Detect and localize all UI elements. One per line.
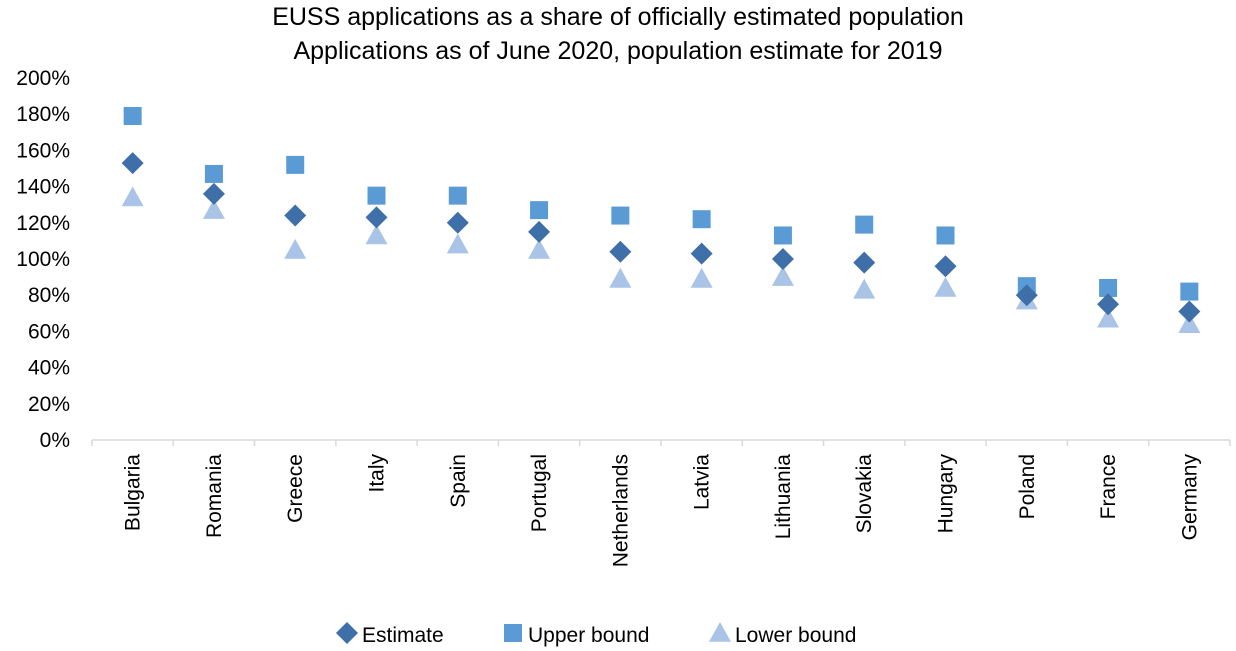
x-tick-label: Romania bbox=[203, 454, 226, 538]
data-point bbox=[611, 206, 630, 225]
legend-marker bbox=[709, 622, 731, 642]
data-point bbox=[1178, 313, 1201, 333]
data-point bbox=[690, 242, 713, 265]
data-point bbox=[692, 210, 711, 229]
x-tick-label: France bbox=[1097, 454, 1120, 519]
data-point bbox=[1099, 278, 1118, 297]
data-point bbox=[934, 255, 957, 278]
data-point bbox=[936, 226, 955, 245]
data-point bbox=[365, 224, 388, 245]
chart-subtitle: Applications as of June 2020, population… bbox=[293, 37, 942, 65]
data-point bbox=[284, 238, 307, 259]
data-point bbox=[771, 248, 794, 270]
data-point bbox=[853, 251, 876, 274]
data-point bbox=[121, 186, 144, 207]
data-point bbox=[853, 278, 876, 299]
data-point bbox=[446, 211, 469, 234]
data-point bbox=[773, 226, 792, 245]
legend-item: Lower bound bbox=[709, 622, 856, 647]
y-tick-label: 80% bbox=[28, 284, 70, 307]
data-point bbox=[528, 238, 551, 259]
data-point bbox=[1178, 300, 1201, 323]
data-point bbox=[1097, 307, 1120, 328]
y-tick-label: 100% bbox=[16, 248, 70, 271]
series-group bbox=[123, 107, 1199, 301]
data-point bbox=[528, 220, 551, 243]
data-point bbox=[121, 152, 144, 175]
legend-item: Estimate bbox=[336, 622, 444, 647]
y-tick-label: 180% bbox=[16, 103, 70, 126]
x-tick-label: Netherlands bbox=[609, 454, 632, 567]
legend-label: Lower bound bbox=[735, 624, 856, 647]
series-group bbox=[121, 152, 1201, 323]
y-tick-label: 140% bbox=[16, 176, 70, 199]
y-tick-label: 60% bbox=[28, 320, 70, 343]
data-point bbox=[202, 199, 225, 219]
legend-item: Upper bound bbox=[504, 624, 649, 647]
y-tick-label: 160% bbox=[16, 139, 70, 162]
data-point bbox=[530, 201, 549, 220]
data-point bbox=[448, 186, 467, 205]
series-group bbox=[121, 186, 1201, 333]
x-tick-label: Slovakia bbox=[853, 454, 876, 534]
data-point bbox=[934, 276, 957, 297]
x-tick-label: Lithuania bbox=[772, 454, 795, 540]
legend-label: Upper bound bbox=[528, 624, 649, 647]
data-point bbox=[609, 267, 632, 288]
y-tick-label: 200% bbox=[16, 67, 70, 90]
data-point bbox=[202, 182, 225, 205]
y-tick-label: 120% bbox=[16, 212, 70, 235]
x-tick-label: Poland bbox=[1016, 454, 1039, 519]
y-axis-ticks: 0% 20% 40% 60% 80% 100% 120% 140% 160% 180% 200% bbox=[16, 67, 70, 452]
x-tick-label: Spain bbox=[447, 454, 470, 508]
x-tick-label: Bulgaria bbox=[122, 454, 145, 531]
data-point bbox=[855, 215, 874, 234]
data-point bbox=[771, 266, 794, 286]
x-axis-ticks: Bulgaria Romania Greece Italy Spain Portugal N… bbox=[91, 440, 1231, 567]
data-point bbox=[690, 267, 713, 288]
x-tick-label: Italy bbox=[366, 454, 389, 493]
data-point bbox=[446, 233, 469, 254]
legend-marker bbox=[504, 624, 522, 642]
data-point bbox=[204, 164, 223, 183]
y-tick-label: 20% bbox=[28, 393, 70, 416]
x-tick-label: Hungary bbox=[935, 454, 958, 534]
data-point bbox=[367, 186, 386, 205]
legend-marker bbox=[336, 622, 358, 644]
chart-title: EUSS applications as a share of official… bbox=[272, 3, 964, 31]
data-point bbox=[284, 204, 307, 227]
data-point bbox=[1015, 284, 1038, 307]
x-tick-label: Greece bbox=[284, 454, 307, 523]
x-tick-label: Latvia bbox=[691, 454, 714, 510]
x-tick-label: Germany bbox=[1178, 454, 1201, 541]
data-point bbox=[123, 107, 142, 126]
legend: Estimate Upper bound Lower bound bbox=[336, 622, 856, 647]
x-tick-label: Portugal bbox=[528, 454, 551, 532]
series-layer bbox=[121, 107, 1201, 333]
data-point bbox=[609, 240, 632, 263]
data-point bbox=[365, 206, 388, 229]
data-point bbox=[1180, 282, 1199, 301]
y-tick-label: 40% bbox=[28, 357, 70, 380]
data-point bbox=[286, 155, 305, 174]
legend-label: Estimate bbox=[362, 624, 444, 647]
y-tick-label: 0% bbox=[40, 429, 70, 452]
data-point bbox=[1097, 293, 1120, 316]
